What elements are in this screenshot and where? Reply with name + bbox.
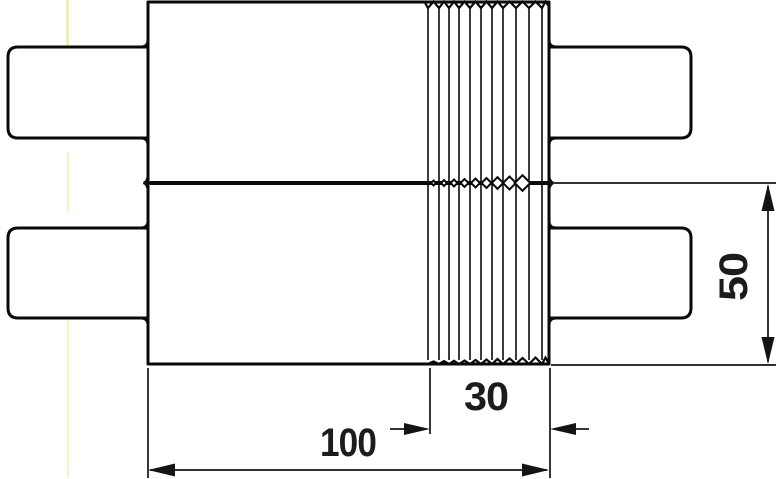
knurl-bottom-scallop-edge xyxy=(424,355,550,366)
contact-diamond-pattern xyxy=(429,173,532,193)
knurl-section xyxy=(423,0,550,366)
journal-shafts xyxy=(6,45,693,320)
top-right-journal xyxy=(549,45,693,140)
dimension-50-label: 50 xyxy=(712,253,756,301)
arrow-left-icon xyxy=(148,463,175,477)
arrow-up-icon xyxy=(761,184,775,211)
dimension-30-label: 30 xyxy=(464,375,508,419)
dimension-30: 30 xyxy=(390,368,589,435)
dimension-100: 100 xyxy=(147,368,551,478)
arrow-left-icon xyxy=(550,423,576,435)
roll-bodies xyxy=(146,0,551,366)
knurl-top-zigzag-edge xyxy=(423,0,550,10)
top-roll-body xyxy=(146,0,551,185)
contact-pinch-notches xyxy=(143,174,554,192)
dimension-50: 50 xyxy=(551,182,776,366)
arrow-right-icon xyxy=(404,423,430,435)
bottom-left-journal xyxy=(6,226,148,320)
arrow-right-icon xyxy=(522,463,549,477)
bottom-roll-body xyxy=(146,181,551,366)
arrow-down-icon xyxy=(761,337,775,364)
dimension-100-label: 100 xyxy=(320,421,376,465)
journal-fillets xyxy=(139,38,558,327)
bottom-right-journal xyxy=(549,226,693,320)
top-left-journal xyxy=(6,45,148,140)
